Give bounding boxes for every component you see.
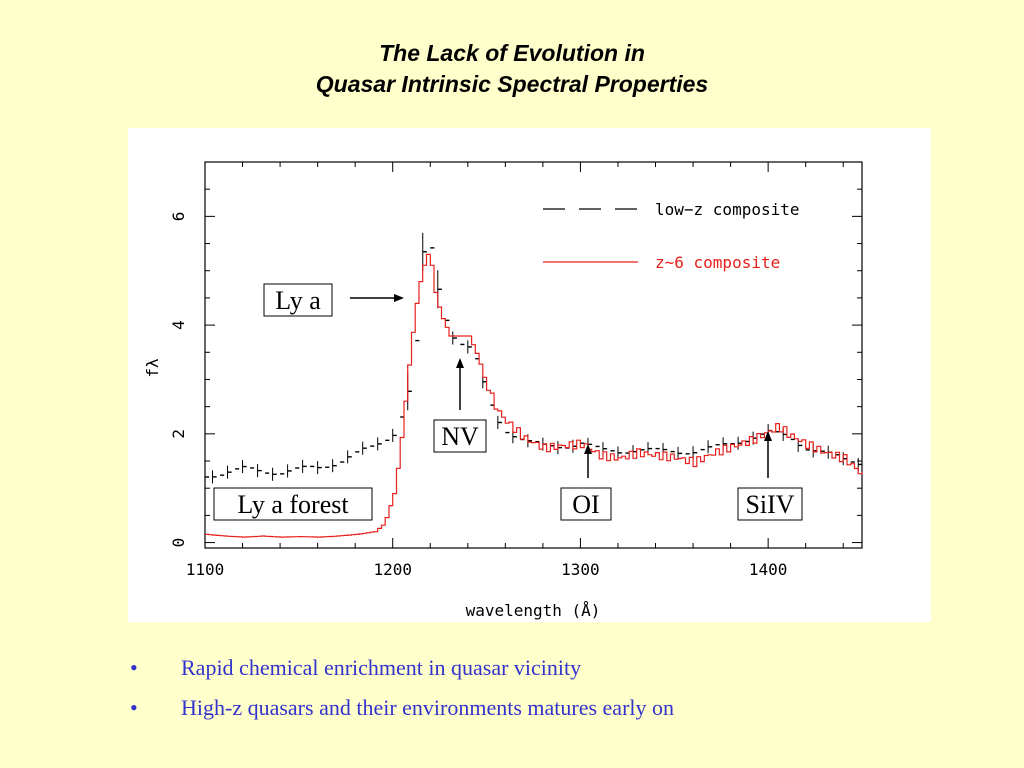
annotation-siiv-label: SiIV [745,490,794,519]
annotation-ly-a-arrowhead [394,294,404,302]
x-tick-label: 1300 [561,560,600,579]
annotation-siiv-arrowhead [764,431,772,441]
slide-title-line-1: The Lack of Evolution in [379,40,645,66]
annotation-nv-label: NV [441,422,479,451]
series-z6-composite [205,253,863,538]
x-tick-label: 1100 [186,560,225,579]
spectrum-chart: 1100 1200 1300 1400 0 2 4 6 low−z composite z~6… [143,161,863,620]
x-tick-label: 1200 [373,560,412,579]
legend-z6-label: z~6 composite [655,253,780,272]
bullet-item: • High-z quasars and their environments … [130,688,674,728]
bullet-list: • Rapid chemical enrichment in quasar vi… [130,648,674,728]
bullet-text: Rapid chemical enrichment in quasar vici… [181,655,582,680]
annotation-nv-box [433,419,487,453]
annotation-ly-a-forest-box [213,487,373,521]
spectrum-figure: 1100 1200 1300 1400 0 2 4 6 low−z composite z~6… [128,128,931,622]
annotation-oi-arrowhead [584,444,592,454]
slide-title-line-2: Quasar Intrinsic Spectral Properties [315,71,709,97]
annotation-oi-label: OI [572,490,599,519]
annotation-ly-a-box [263,283,333,317]
y-tick-label: 0 [169,538,188,548]
legend-lowz-label: low−z composite [655,200,800,219]
annotation-nv-arrowhead [456,358,464,368]
annotation-oi-box [560,487,612,521]
bullet-item: • Rapid chemical enrichment in quasar vi… [130,648,674,688]
slide-title: The Lack of Evolution in Quasar Intrinsi… [0,38,1024,100]
annotation-ly-a-label: Ly a [275,286,321,315]
axis-ticks [204,161,862,548]
x-axis-label: wavelength (Å) [466,601,601,620]
y-tick-label: 4 [169,320,188,330]
axis-tick-labels: 1100 1200 1300 1400 0 2 4 6 [169,212,787,579]
y-tick-label: 2 [169,429,188,439]
z6-composite-line [205,253,863,538]
y-axis-label: fλ [143,358,162,378]
bullet-text: High-z quasars and their environments ma… [181,695,675,720]
x-tick-label: 1400 [749,560,788,579]
bullet-marker: • [130,655,138,680]
plot-frame [204,161,863,549]
annotation-ly-a-forest-label: Ly a forest [237,490,349,519]
y-tick-label: 6 [169,212,188,222]
bullet-marker: • [130,695,138,720]
annotation-siiv-box [737,487,803,521]
